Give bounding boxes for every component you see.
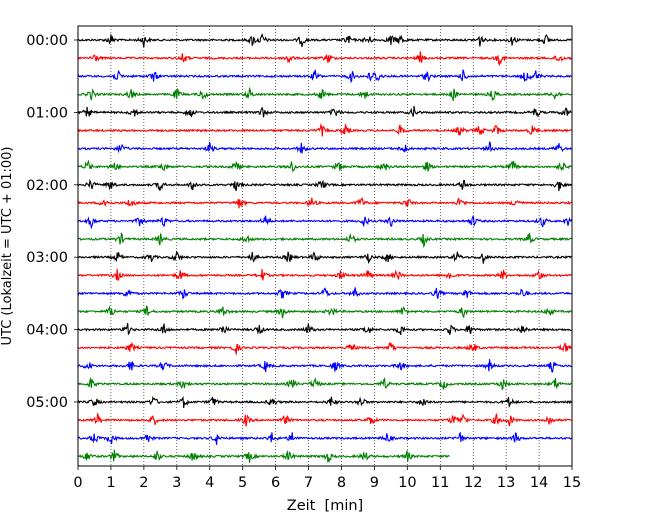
y-axis-label: UTC (Lokalzeit = UTC + 01:00) — [0, 147, 15, 346]
trace-15 — [77, 287, 572, 300]
trace-19 — [77, 359, 572, 373]
trace-03 — [77, 69, 572, 84]
x-tick-label: 13 — [497, 475, 515, 491]
x-axis-ticks: 0 1 2 3 4 5 6 7 8 9 10 11 12 13 14 15 — [73, 466, 581, 491]
y-axis-ticks: 00:00 01:00 02:00 03:00 04:00 05:00 — [26, 33, 78, 411]
x-tick-label: 12 — [464, 475, 482, 491]
y-tick-label: 04:00 — [26, 323, 68, 339]
x-tick-label: 5 — [238, 475, 247, 491]
trace-13 — [77, 250, 572, 264]
trace-23 — [77, 431, 572, 445]
y-tick-label: 02:00 — [26, 178, 68, 194]
trace-18 — [77, 341, 572, 355]
y-tick-label: 05:00 — [26, 395, 68, 411]
trace-16 — [77, 305, 572, 319]
x-tick-label: 9 — [370, 475, 379, 491]
trace-04 — [77, 86, 572, 102]
x-tick-label: 3 — [172, 475, 181, 491]
x-tick-label: 11 — [431, 475, 449, 491]
trace-11 — [77, 215, 573, 230]
trace-02 — [77, 51, 572, 67]
trace-09 — [77, 178, 572, 192]
trace-08 — [77, 159, 572, 173]
y-tick-label: 01:00 — [26, 105, 68, 121]
x-tick-label: 0 — [73, 475, 82, 491]
trace-22 — [77, 413, 572, 427]
trace-12 — [77, 231, 572, 249]
x-axis-label: Zeit [min] — [287, 498, 363, 514]
y-tick-label: 03:00 — [26, 250, 68, 266]
trace-06 — [77, 122, 572, 137]
trace-05 — [77, 105, 572, 118]
x-tick-label: 2 — [139, 475, 148, 491]
trace-14 — [77, 268, 572, 281]
y-tick-label: 00:00 — [26, 33, 68, 49]
x-tick-label: 4 — [205, 475, 214, 491]
trace-20 — [77, 376, 572, 391]
grid-lines — [110, 26, 540, 466]
x-tick-label: 6 — [271, 475, 280, 491]
seismogram-traces — [77, 32, 573, 463]
trace-07 — [77, 141, 572, 154]
x-tick-label: 1 — [106, 475, 115, 491]
trace-17 — [77, 323, 572, 336]
trace-10 — [77, 197, 572, 209]
x-tick-label: 8 — [337, 475, 346, 491]
x-tick-label: 15 — [563, 475, 581, 491]
x-tick-label: 10 — [398, 475, 416, 491]
x-tick-label: 7 — [304, 475, 313, 491]
x-tick-label: 14 — [530, 475, 548, 491]
trace-01 — [77, 32, 572, 48]
trace-24 — [77, 449, 450, 463]
trace-21 — [77, 395, 572, 409]
plot-frame — [77, 25, 573, 467]
